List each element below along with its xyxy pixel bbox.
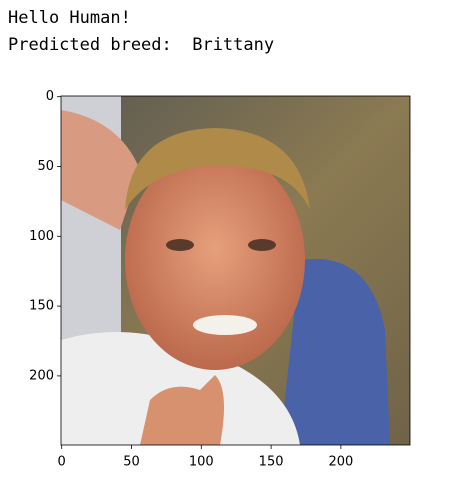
x-tick-label: 0 (58, 455, 66, 470)
output-line: Hello Human! (8, 8, 131, 28)
y-tick-label: 150 (29, 299, 54, 314)
y-tick-label: 0 (46, 89, 54, 104)
axes-frame (60, 95, 411, 446)
output-line: Predicted breed: Brittany (8, 35, 275, 55)
y-tick-label: 200 (29, 368, 54, 383)
y-tick-label: 50 (37, 159, 54, 174)
x-tick-label: 50 (123, 455, 140, 470)
y-tick-label: 100 (29, 229, 54, 244)
x-tick-label: 200 (328, 455, 353, 470)
x-tick-label: 150 (259, 455, 284, 470)
x-tick-label: 100 (189, 455, 214, 470)
photo (61, 96, 410, 445)
